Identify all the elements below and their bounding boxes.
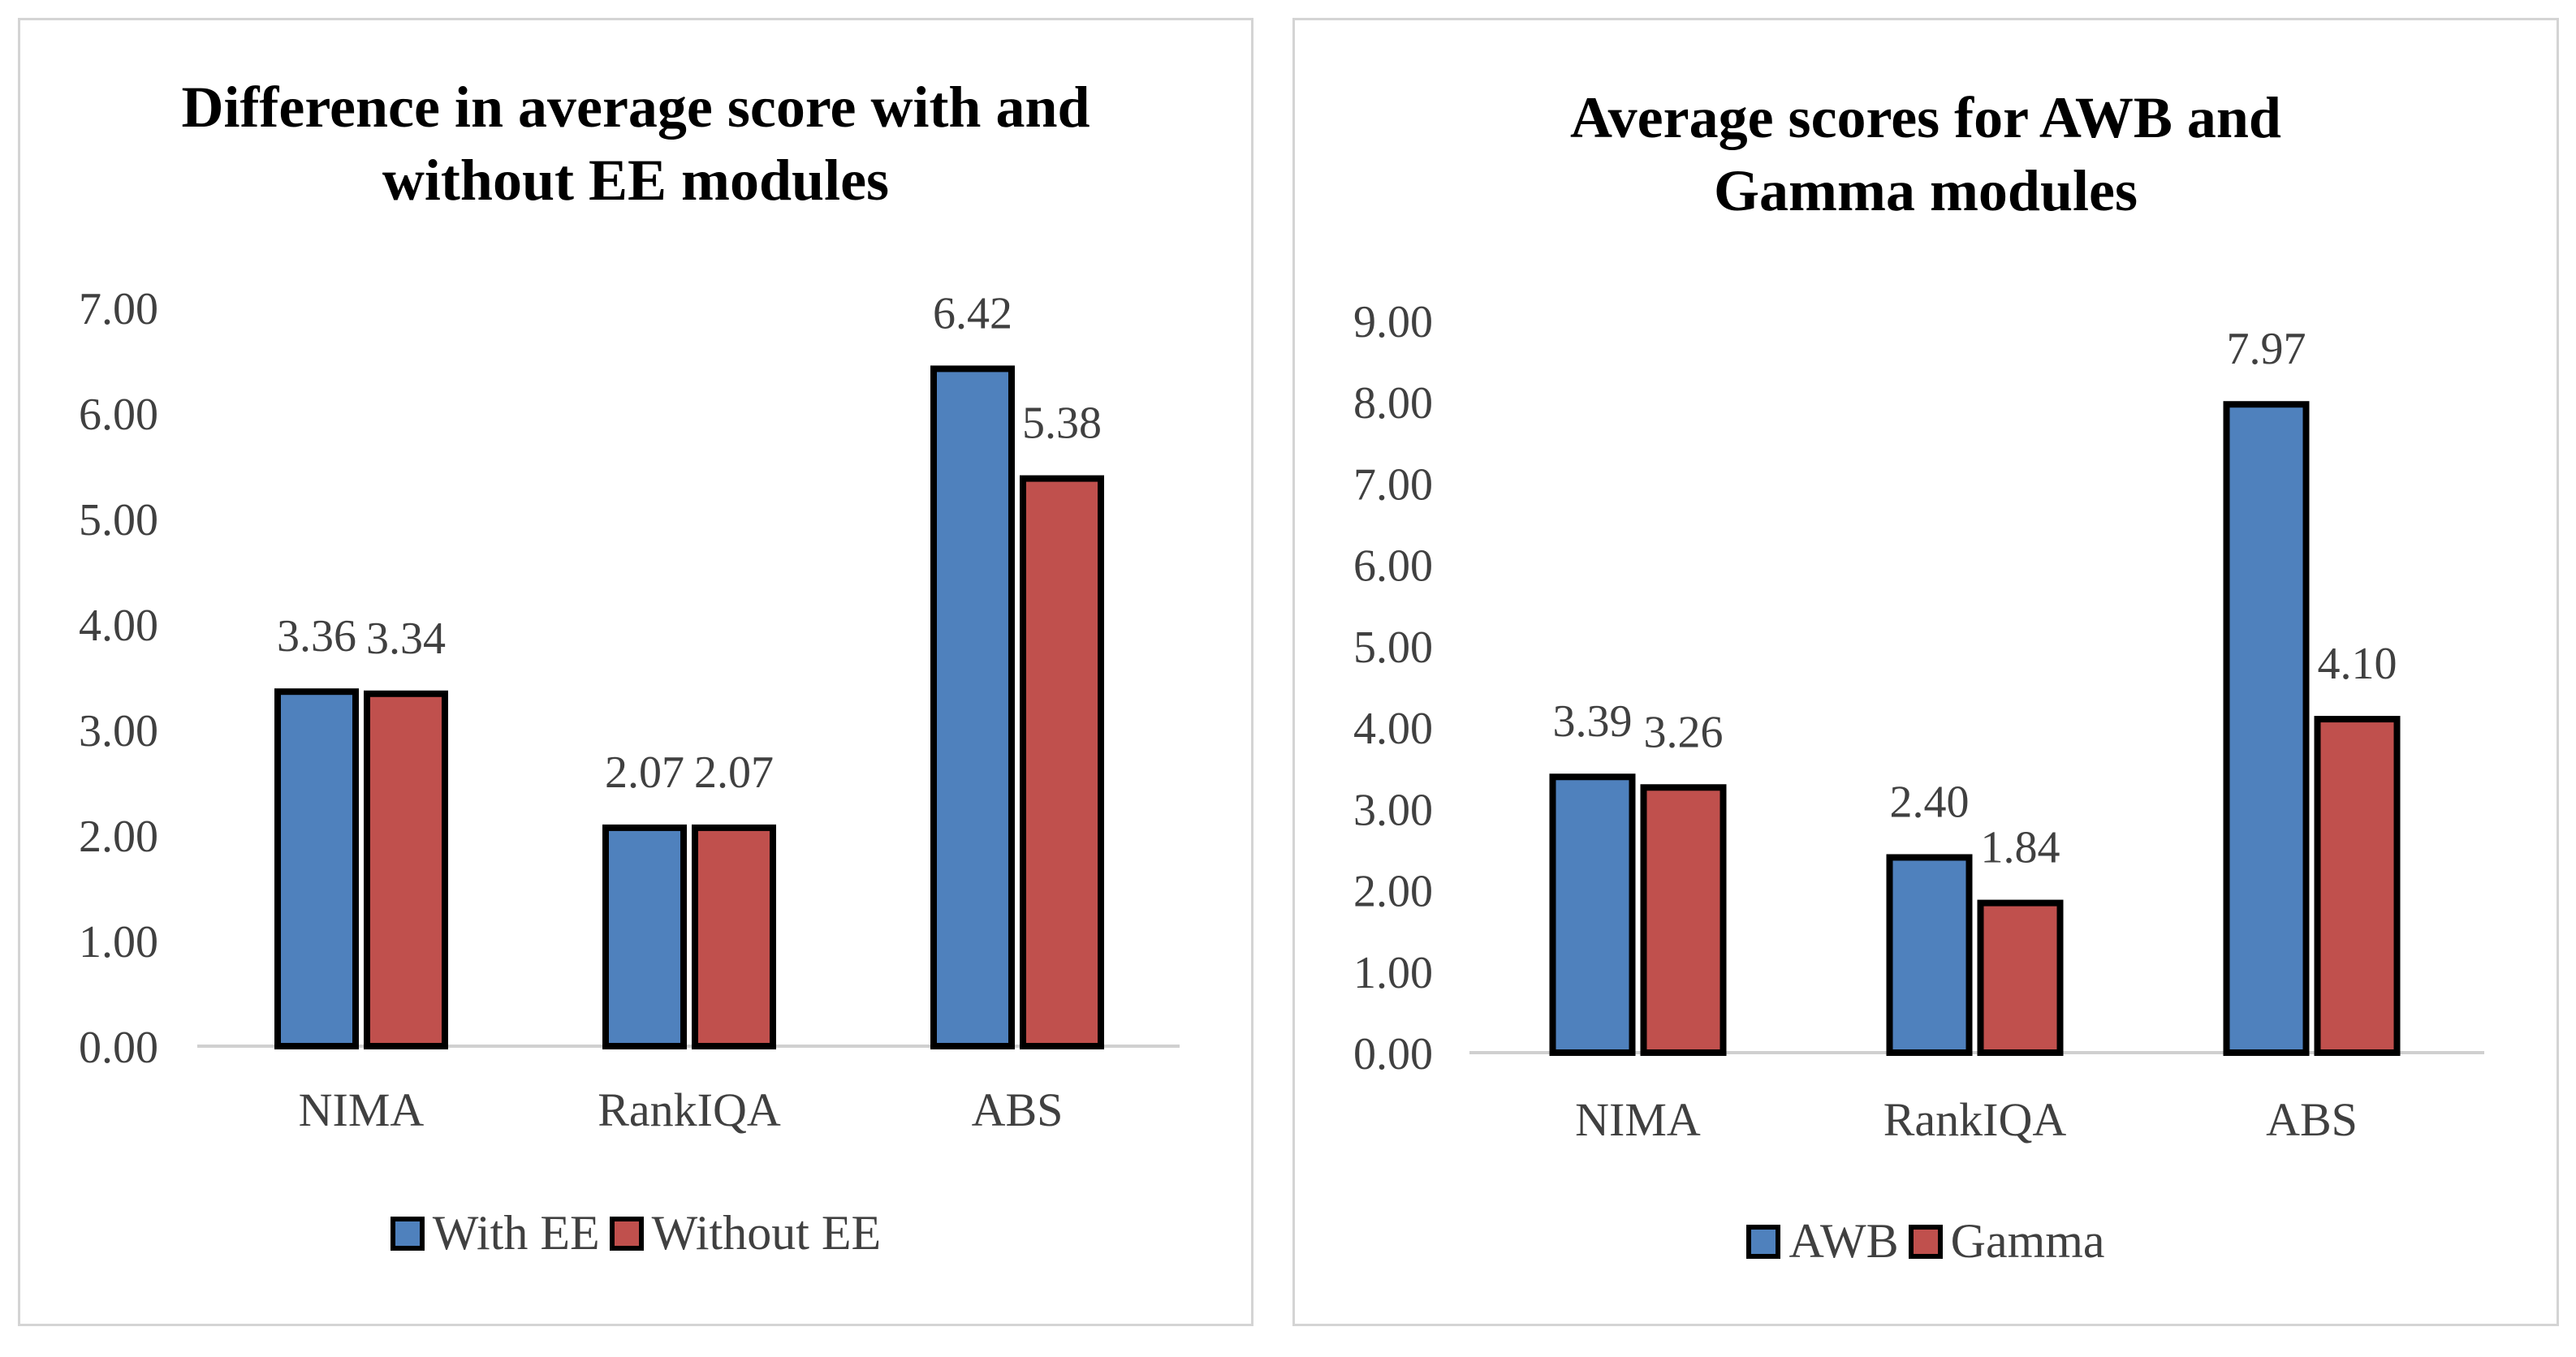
data-label: 2.40 <box>1890 777 1970 827</box>
chart-right-plot: 0.00 1.00 2.00 3.00 4.00 5.00 6.00 7.00 8.00 9.00… <box>1353 297 2484 1146</box>
data-label: 3.26 <box>1644 707 1724 757</box>
chart-right-legend: AWB Gamma <box>1295 1213 2557 1269</box>
y-tick-label: 2.00 <box>1353 867 1433 917</box>
data-label: 6.42 <box>933 288 1012 338</box>
legend-label-gamma: Gamma <box>1950 1214 2105 1268</box>
legend-swatch-gamma <box>1908 1224 1943 1259</box>
y-tick-label: 7.00 <box>1353 459 1433 510</box>
x-category-label: NIMA <box>1575 1093 1701 1146</box>
data-label: 3.36 <box>277 611 356 661</box>
chart-left-panel: Difference in average score with and wit… <box>18 18 1253 1326</box>
y-tick-label: 7.00 <box>79 284 158 334</box>
chart-right-title: Average scores for AWB and Gamma modules <box>1570 85 2281 223</box>
legend-swatch-without-ee <box>609 1216 644 1251</box>
legend-item-gamma: Gamma <box>1908 1213 2105 1269</box>
bar-abs-1 <box>2314 716 2401 1056</box>
y-tick-label: 4.00 <box>79 601 158 651</box>
chart-left-title: Difference in average score with and wit… <box>181 75 1090 213</box>
legend-item-awb: AWB <box>1746 1213 1899 1269</box>
bar-nima-0 <box>274 688 359 1049</box>
data-label: 2.07 <box>694 747 774 798</box>
data-label: 7.97 <box>2227 324 2306 374</box>
data-label: 5.38 <box>1022 398 1102 449</box>
y-tick-label: 3.00 <box>79 706 158 756</box>
data-label: 4.10 <box>2318 639 2397 689</box>
bar-rankiqa-0 <box>602 824 687 1050</box>
bar-nima-1 <box>1640 784 1727 1057</box>
x-category-label: RankIQA <box>598 1083 781 1136</box>
bar-rankiqa-0 <box>1886 854 1973 1057</box>
y-tick-label: 6.00 <box>1353 541 1433 592</box>
bar-abs-1 <box>1020 475 1104 1049</box>
chart-right-panel: Average scores for AWB and Gamma modules… <box>1292 18 2559 1326</box>
y-tick-label: 2.00 <box>79 812 158 862</box>
y-tick-label: 1.00 <box>79 917 158 967</box>
bar-abs-0 <box>2223 401 2310 1056</box>
bar-abs-0 <box>930 365 1015 1049</box>
y-tick-label: 6.00 <box>79 390 158 440</box>
data-label: 3.34 <box>366 614 446 664</box>
chart-left-legend: With EE Without EE <box>20 1205 1251 1261</box>
x-category-label: ABS <box>2266 1093 2358 1146</box>
y-tick-label: 9.00 <box>1353 297 1433 347</box>
data-label: 3.39 <box>1553 696 1633 747</box>
legend-label-awb: AWB <box>1789 1214 1899 1268</box>
y-tick-label: 0.00 <box>1353 1029 1433 1079</box>
y-tick-label: 5.00 <box>79 495 158 545</box>
y-tick-label: 0.00 <box>79 1023 158 1073</box>
bar-nima-0 <box>1549 773 1636 1056</box>
legend-label-with-ee: With EE <box>432 1206 600 1260</box>
x-category-label: NIMA <box>299 1083 425 1136</box>
legend-label-without-ee: Without EE <box>651 1206 882 1260</box>
data-label: 1.84 <box>1981 823 2060 873</box>
bar-rankiqa-1 <box>692 824 776 1050</box>
legend-item-without-ee: Without EE <box>609 1205 882 1261</box>
y-tick-label: 1.00 <box>1353 948 1433 998</box>
data-label: 2.07 <box>605 747 684 798</box>
y-tick-label: 4.00 <box>1353 704 1433 754</box>
bar-nima-1 <box>364 690 448 1049</box>
bar-rankiqa-1 <box>1977 899 2064 1056</box>
legend-swatch-awb <box>1746 1224 1781 1259</box>
legend-swatch-with-ee <box>390 1216 425 1251</box>
y-tick-label: 3.00 <box>1353 785 1433 835</box>
y-tick-label: 8.00 <box>1353 378 1433 429</box>
x-category-label: ABS <box>972 1083 1064 1136</box>
y-tick-label: 5.00 <box>1353 622 1433 673</box>
chart-left-plot: 0.00 1.00 2.00 3.00 4.00 5.00 6.00 7.00 3.36 3.34… <box>79 284 1180 1136</box>
legend-item-with-ee: With EE <box>390 1205 600 1261</box>
x-category-label: RankIQA <box>1883 1093 2067 1146</box>
